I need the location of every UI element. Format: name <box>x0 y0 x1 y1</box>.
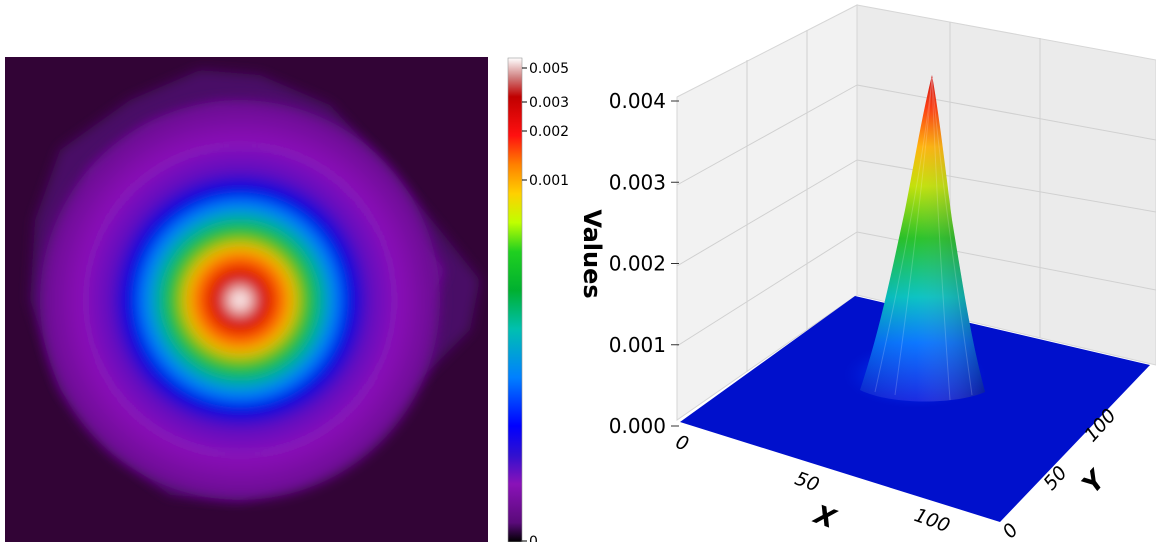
x-tick-label: 50 <box>792 468 822 497</box>
z-tick-label: 0.002 <box>609 252 666 276</box>
x-tick-label: 0 <box>673 431 692 456</box>
colorbar-tick-label: 0.002 <box>529 124 569 140</box>
z-tick-label: 0.000 <box>609 414 666 438</box>
z-axis-label: Values <box>578 209 606 298</box>
colorbar-ticks: 0.005 0.003 0.002 0.001 0 <box>522 61 569 542</box>
colorbar-tick-label: 0.005 <box>529 61 569 77</box>
y-tick-label: 0 <box>998 519 1022 542</box>
surface-peak-shading <box>860 75 985 402</box>
y-axis-label: Y <box>1077 463 1114 499</box>
colorbar: 0.005 0.003 0.002 0.001 0 <box>507 57 569 542</box>
heatmap-core <box>40 100 440 500</box>
x-tick-label: 100 <box>911 504 953 537</box>
colorbar-tick-label: 0.001 <box>529 173 569 189</box>
z-tick-label: 0.003 <box>609 170 666 194</box>
colorbar-tick-label: 0 <box>529 534 538 542</box>
colorbar-tick-label: 0.003 <box>529 95 569 111</box>
heatmap <box>5 57 488 542</box>
z-tick-label: 0.004 <box>609 89 666 113</box>
colorbar-bar <box>507 57 523 542</box>
x-axis-label: X <box>808 499 841 535</box>
surface-peak-facets <box>874 77 973 401</box>
z-tick-label: 0.001 <box>609 333 666 357</box>
